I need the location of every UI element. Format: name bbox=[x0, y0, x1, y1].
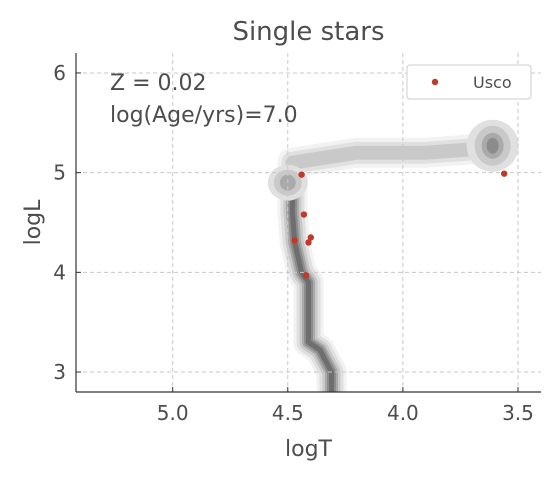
legend-label-0: Usco bbox=[473, 73, 512, 92]
density-contours bbox=[267, 119, 519, 392]
x-tick-label-1: 4.5 bbox=[272, 401, 304, 425]
chart-title: Single stars bbox=[232, 17, 384, 47]
annotation-1: log(Age/yrs)=7.0 bbox=[110, 103, 298, 128]
axes bbox=[75, 53, 541, 393]
contour-band-ms-5 bbox=[289, 172, 334, 392]
y-tick-label-3: 6 bbox=[53, 61, 66, 85]
annotation-0: Z = 0.02 bbox=[110, 71, 206, 96]
grid bbox=[76, 53, 541, 392]
point-0-2 bbox=[291, 237, 298, 244]
y-tick-label-1: 4 bbox=[53, 260, 66, 284]
legend-marker-0 bbox=[431, 78, 439, 86]
point-0-4 bbox=[305, 239, 312, 246]
point-0-6 bbox=[500, 170, 508, 177]
x-tick-label-0: 5.0 bbox=[157, 401, 189, 425]
x-tick-label-2: 4.0 bbox=[387, 401, 419, 425]
x-tick-label-3: 3.5 bbox=[502, 401, 534, 425]
legend-box bbox=[406, 64, 532, 100]
point-0-3 bbox=[307, 234, 315, 241]
y-axis-label: logL bbox=[21, 199, 46, 246]
scatter-points bbox=[291, 170, 508, 279]
point-0-1 bbox=[300, 211, 308, 218]
legend: Usco bbox=[406, 64, 532, 100]
contour-band-giant-2 bbox=[285, 140, 502, 170]
point-0-0 bbox=[298, 171, 305, 178]
y-tick-label-2: 5 bbox=[53, 161, 66, 185]
y-tick-label-0: 3 bbox=[53, 360, 66, 384]
chart-text: 5.0 4.5 4.0 3.5 3 4 5 6 Single stars logT logL Z = … bbox=[21, 17, 534, 462]
point-0-5 bbox=[302, 272, 310, 279]
x-axis-label: logT bbox=[285, 437, 333, 462]
contour-clump-3 bbox=[486, 137, 499, 154]
